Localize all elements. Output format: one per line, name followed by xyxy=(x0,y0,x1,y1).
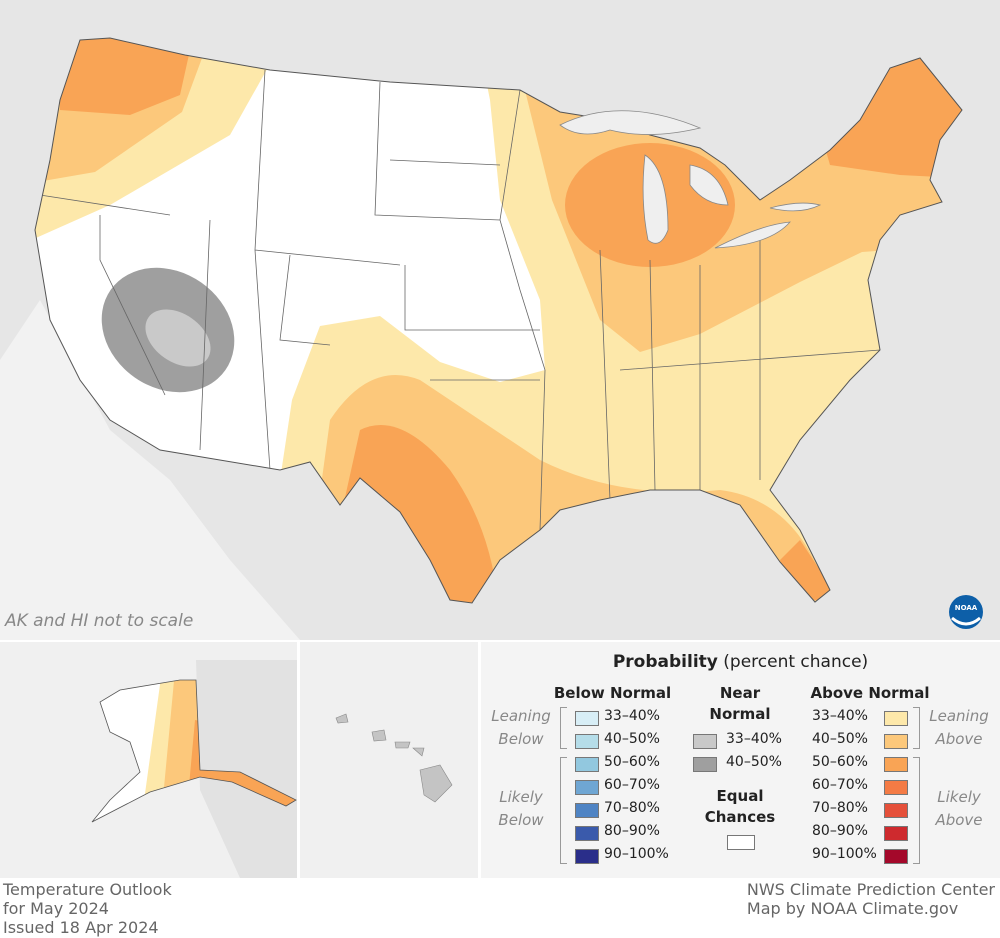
likely-above: Likely Above xyxy=(935,788,983,829)
leaning-below: Leaning Below xyxy=(491,707,551,748)
hawaii xyxy=(335,713,453,803)
range-label: 60–70% xyxy=(812,777,868,793)
swatch xyxy=(884,803,908,818)
range-label: 40–50% xyxy=(726,754,782,770)
range-label: 33–40% xyxy=(726,731,782,747)
range-label: 50–60% xyxy=(812,754,868,770)
range-label: 90–100% xyxy=(812,846,877,862)
range-label: 80–90% xyxy=(604,823,660,839)
swatch xyxy=(884,711,908,726)
footer-left: Temperature Outlook for May 2024 Issued … xyxy=(3,880,172,937)
range-label: 60–70% xyxy=(604,777,660,793)
swatch xyxy=(575,780,599,795)
footer-line: for May 2024 xyxy=(3,899,109,918)
footer-right: NWS Climate Prediction Center Map by NOA… xyxy=(747,880,995,918)
great-lakes xyxy=(559,110,822,249)
range-label: 90–100% xyxy=(604,846,669,862)
hawaii-panel xyxy=(300,642,478,878)
footer-line: Temperature Outlook xyxy=(3,880,172,899)
swatch xyxy=(575,757,599,772)
legend-title: Probability xyxy=(612,652,718,672)
near-heading: Near Normal xyxy=(709,684,771,723)
bracket xyxy=(913,707,920,749)
legend-subtitle: (percent chance) xyxy=(723,652,869,672)
swatch xyxy=(575,849,599,864)
range-label: 33–40% xyxy=(604,708,660,724)
footer-line: NWS Climate Prediction Center xyxy=(746,880,995,899)
range-label: 70–80% xyxy=(604,800,660,816)
swatch xyxy=(693,757,717,772)
bracket xyxy=(913,757,920,864)
swatch xyxy=(575,826,599,841)
swatch xyxy=(693,734,717,749)
above-heading: Above Normal xyxy=(810,684,930,702)
swatch xyxy=(884,757,908,772)
range-label: 40–50% xyxy=(604,731,660,747)
swatch xyxy=(575,803,599,818)
footer-line: Map by NOAA Climate.gov xyxy=(746,899,959,918)
ocean xyxy=(0,300,300,640)
range-label: 50–60% xyxy=(604,754,660,770)
swatch xyxy=(727,835,755,850)
swatch xyxy=(884,826,908,841)
leaning-above: Leaning Above xyxy=(929,707,989,748)
range-label: 80–90% xyxy=(812,823,868,839)
footer-line: Issued 18 Apr 2024 xyxy=(3,918,159,937)
swatch xyxy=(884,780,908,795)
range-label: 40–50% xyxy=(812,731,868,747)
range-label: 33–40% xyxy=(812,708,868,724)
bracket xyxy=(560,707,567,749)
swatch xyxy=(884,734,908,749)
state-borders xyxy=(39,69,881,531)
swatch xyxy=(884,849,908,864)
below-heading: Below Normal xyxy=(553,684,672,702)
equal-heading: Equal Chances xyxy=(704,787,776,826)
likely-below: Likely Below xyxy=(498,788,544,829)
bracket xyxy=(560,757,567,864)
us-outline xyxy=(34,37,963,604)
legend-title-row: Probability (percent chance) xyxy=(481,652,1000,672)
scale-note: AK and HI not to scale xyxy=(4,611,193,631)
swatch xyxy=(575,711,599,726)
range-label: 70–80% xyxy=(812,800,868,816)
swatch xyxy=(575,734,599,749)
noaa-logo-text: NOAA xyxy=(955,604,978,612)
